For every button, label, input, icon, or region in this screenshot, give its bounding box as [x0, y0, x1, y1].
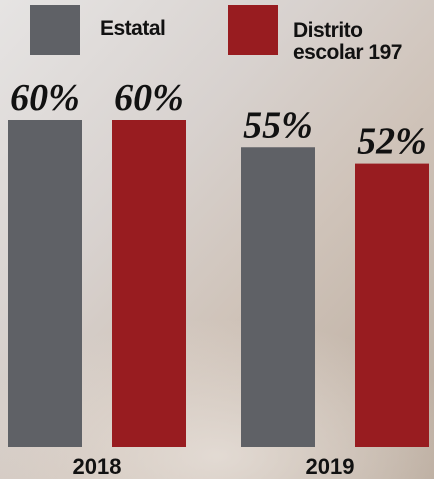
data-label: 52%: [357, 121, 427, 163]
x-tick-label: 2018: [73, 454, 122, 479]
legend-swatch: [30, 5, 80, 55]
legend-swatch: [228, 5, 278, 55]
data-label: 60%: [10, 77, 80, 119]
legend-label: Estatal: [100, 17, 166, 40]
bar: [112, 120, 186, 447]
data-label: 60%: [114, 77, 184, 119]
plot: 2018 60% 60% 2019 55% 52%: [8, 77, 429, 479]
legend-label: Distrito escolar 197: [293, 19, 402, 64]
bar: [8, 120, 82, 447]
data-label: 55%: [243, 104, 313, 146]
x-tick-label: 2019: [306, 454, 355, 479]
bar: [355, 163, 429, 447]
bar: [241, 147, 315, 447]
